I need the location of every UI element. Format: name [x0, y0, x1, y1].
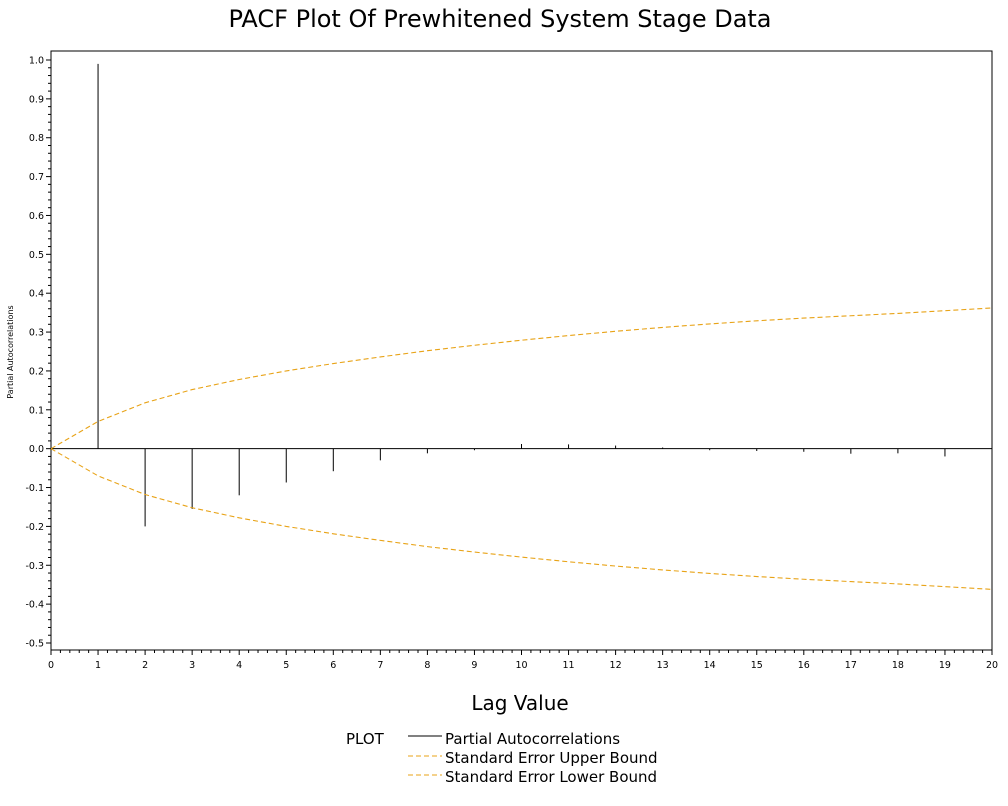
- x-tick-label: 2: [142, 660, 148, 671]
- x-tick-label: 8: [424, 660, 430, 671]
- y-tick-label: 0.1: [29, 405, 44, 416]
- y-tick-label: 0.4: [29, 289, 44, 300]
- x-tick-label: 9: [471, 660, 477, 671]
- x-tick-label: 18: [892, 660, 904, 671]
- y-tick-label: 0.5: [29, 250, 44, 261]
- x-tick-label: 1: [95, 660, 101, 671]
- legend-label-upper-bound: Standard Error Upper Bound: [445, 749, 658, 767]
- y-axis-label: Partial Autocorrelations: [6, 305, 15, 398]
- y-tick-label: -0.4: [25, 600, 44, 611]
- y-tick-label: 0.2: [29, 366, 44, 377]
- x-tick-label: 20: [986, 660, 998, 671]
- y-tick-label: 0.9: [29, 94, 44, 105]
- legend: PLOT Partial Autocorrelations Standard E…: [346, 730, 658, 786]
- x-axis: 0 1 2 3 4 5 6 7 8 9 10 11 12 13 14 15 16 17 18 19 20: [48, 650, 998, 671]
- x-tick-label: 16: [798, 660, 810, 671]
- x-tick-label: 19: [939, 660, 951, 671]
- x-tick-label: 7: [377, 660, 383, 671]
- y-tick-label: -0.2: [25, 522, 44, 533]
- y-tick-label: 0.3: [29, 328, 44, 339]
- y-tick-label: 0.7: [29, 172, 44, 183]
- y-tick-label: 1.0: [29, 56, 44, 67]
- y-tick-label: 0.6: [29, 211, 44, 222]
- plot-frame: [50, 50, 993, 651]
- x-tick-label: 4: [236, 660, 242, 671]
- x-tick-label: 15: [751, 660, 763, 671]
- x-axis-label: Lag Value: [471, 691, 568, 715]
- x-tick-label: 13: [657, 660, 669, 671]
- x-tick-label: 5: [283, 660, 289, 671]
- chart-title: PACF Plot Of Prewhitened System Stage Da…: [228, 5, 771, 33]
- x-tick-label: 10: [515, 660, 527, 671]
- x-tick-label: 0: [48, 660, 54, 671]
- y-axis: -0.5 -0.4 -0.3 -0.2 -0.1 0.0 0.1 0.2 0.3 0.4 0.5 0.…: [25, 56, 51, 650]
- y-tick-label: -0.1: [25, 483, 44, 494]
- upper-bound-line: [50, 307, 993, 450]
- x-tick-label: 17: [845, 660, 857, 671]
- y-tick-label: -0.3: [25, 561, 44, 572]
- x-tick-label: 14: [704, 660, 716, 671]
- series-layer: [50, 63, 993, 590]
- legend-label-lower-bound: Standard Error Lower Bound: [445, 768, 657, 786]
- legend-title: PLOT: [346, 730, 385, 748]
- y-tick-label: 0.0: [29, 444, 44, 455]
- lower-bound-line: [50, 448, 993, 590]
- legend-label-partial-autocorrelations: Partial Autocorrelations: [445, 730, 620, 748]
- x-tick-label: 6: [330, 660, 336, 671]
- x-tick-label: 11: [563, 660, 575, 671]
- plot-area: [50, 50, 993, 651]
- x-tick-label: 3: [189, 660, 195, 671]
- x-tick-label: 12: [610, 660, 622, 671]
- y-tick-label: -0.5: [25, 639, 44, 650]
- y-tick-label: 0.8: [29, 133, 44, 144]
